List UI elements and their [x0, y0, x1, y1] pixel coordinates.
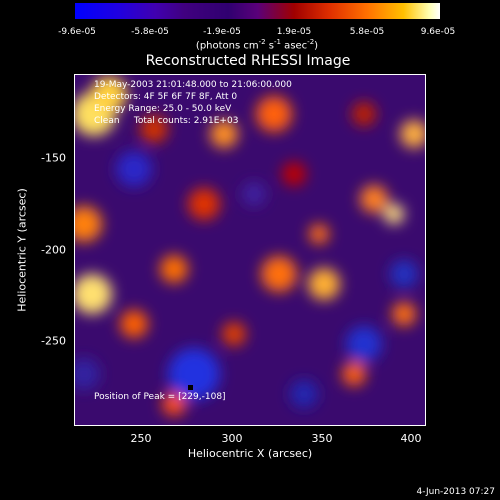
y-axis-label: Heliocentric Y (arcsec) [15, 188, 29, 312]
intensity-blob [384, 204, 404, 224]
y-tick-label: -200 [41, 243, 66, 257]
intensity-blob [290, 380, 318, 408]
x-tick-label: 400 [400, 432, 422, 445]
colorbar-unit-label: (photons cm-2 s-1 asec-2) [195, 38, 319, 52]
y-tick-label: -150 [41, 151, 66, 165]
colorbar-tick: -5.8e-05 [131, 27, 169, 37]
intensity-blob [120, 310, 148, 338]
intensity-blob [282, 162, 306, 186]
intensity-blob [74, 274, 112, 314]
intensity-blob [140, 115, 168, 143]
annotation-energy-range: Energy Range: 25.0 - 50.0 keV [94, 104, 232, 114]
intensity-blob [160, 255, 188, 283]
x-tick-label: 350 [311, 432, 333, 445]
x-tick-label: 300 [221, 432, 243, 445]
intensity-blob [162, 392, 186, 416]
heatmap-image [74, 74, 426, 426]
intensity-blob [168, 348, 220, 400]
intensity-blob [308, 268, 340, 300]
intensity-blob [352, 102, 376, 126]
chart-title: Reconstructed RHESSI Image [145, 53, 351, 69]
colorbar-tick: 5.8e-05 [349, 27, 385, 37]
intensity-blob [222, 322, 246, 346]
annotation-clean-counts: Clean Total counts: 2.91E+03 [94, 116, 239, 126]
timestamp: 4-Jun-2013 07:27 [416, 487, 496, 497]
intensity-blob [342, 362, 366, 386]
intensity-blob [360, 185, 388, 213]
intensity-blob [210, 120, 238, 148]
colorbar-tick: 9.6e-05 [420, 27, 456, 37]
annotation-peak-position: Position of Peak = [229,-108] [94, 392, 226, 402]
intensity-blob [91, 76, 127, 112]
intensity-blob [400, 120, 426, 148]
intensity-blob [390, 260, 418, 288]
colorbar [75, 3, 440, 19]
y-tick-label: -250 [41, 334, 66, 348]
intensity-blob [309, 224, 329, 244]
annotation-time-range: 19-May-2003 21:01:48.000 to 21:06:00.000 [94, 80, 292, 90]
x-tick-label: 250 [130, 432, 152, 445]
intensity-blob [242, 182, 266, 206]
intensity-blob [346, 326, 382, 362]
intensity-blob [188, 188, 220, 220]
intensity-blob [74, 206, 102, 242]
intensity-blob [116, 151, 152, 187]
intensity-blob [74, 358, 100, 390]
x-axis-label: Heliocentric X (arcsec) [187, 447, 313, 460]
colorbar-tick: 1.9e-05 [276, 27, 312, 37]
intensity-blob [392, 302, 416, 326]
peak-marker [188, 385, 193, 390]
intensity-blob [261, 256, 297, 292]
colorbar-tick: -9.6e-05 [58, 27, 96, 37]
intensity-blob [256, 96, 292, 132]
colorbar-tick: -1.9e-05 [203, 27, 241, 37]
annotation-detectors: Detectors: 4F 5F 6F 7F 8F, Att 0 [94, 92, 238, 102]
